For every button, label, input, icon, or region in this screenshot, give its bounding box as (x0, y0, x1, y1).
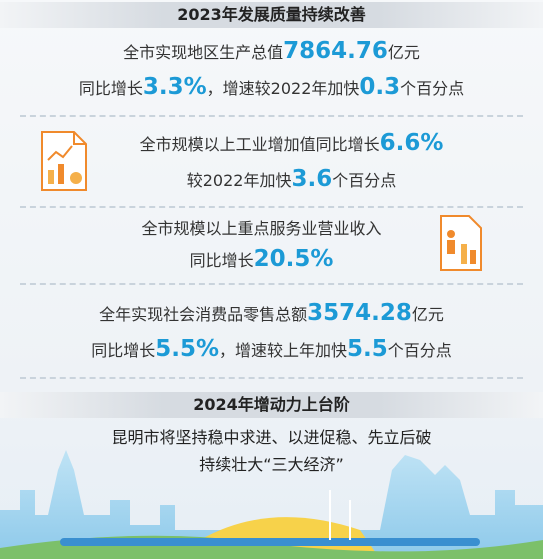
figure: 5.5% (155, 336, 220, 362)
figure: 7864.76 (283, 38, 388, 64)
text-segment: 亿元 (387, 43, 420, 62)
text-line: 较2022年加快3.6个百分点 (20, 164, 543, 196)
figure: 20.5% (253, 246, 334, 272)
service-icon (440, 215, 482, 271)
divider (20, 115, 523, 117)
divider (20, 206, 523, 208)
figure: 3.6 (291, 166, 333, 192)
text-line: 全市规模以上工业增加值同比增长6.6% (20, 128, 543, 160)
figure: 5.5 (347, 336, 388, 362)
text-segment: 全市规模以上工业增加值同比增长 (139, 135, 380, 154)
figure: 0.3 (359, 74, 401, 100)
text-segment: ，增速较上年加快 (219, 341, 348, 360)
header-title: 2023年发展质量持续改善 (0, 2, 543, 28)
text-segment: 同比增长 (189, 251, 254, 270)
industry-icon (41, 131, 87, 191)
text-line: 全年实现社会消费品零售总额3574.28亿元 (0, 298, 543, 330)
divider (20, 377, 523, 379)
text-segment: 较2022年加快 (186, 171, 292, 190)
text-segment: ，增速较2022年加快 (206, 79, 360, 98)
skyline (0, 450, 543, 559)
outlook-line: 持续壮大“三大经济” (199, 455, 344, 474)
text-segment: 个百分点 (400, 79, 465, 98)
text-segment: 全市规模以上重点服务业营业收入 (141, 219, 382, 238)
text-segment: 同比增长 (91, 341, 156, 360)
divider (20, 283, 523, 285)
text-segment: 全市实现地区生产总值 (123, 43, 284, 62)
text-segment: 同比增长 (78, 79, 143, 98)
text-line: 同比增长5.5%，增速较上年加快5.5个百分点 (0, 334, 543, 366)
outlook-title: 2024年增动力上台阶 (0, 392, 543, 418)
text-line: 同比增长3.3%，增速较2022年加快0.3个百分点 (0, 72, 543, 104)
text-segment: 个百分点 (387, 341, 452, 360)
text-segment: 全年实现社会消费品零售总额 (99, 305, 308, 324)
text-segment: 个百分点 (332, 171, 397, 190)
figure: 6.6% (379, 130, 444, 156)
text-segment: 亿元 (411, 305, 444, 324)
outlook-line: 昆明市将坚持稳中求进、以进促稳、先立后破 (111, 428, 432, 447)
figure: 3574.28 (307, 300, 412, 326)
text-line: 同比增长20.5% (0, 244, 533, 276)
text-line: 全市实现地区生产总值7864.76亿元 (0, 36, 543, 68)
figure: 3.3% (142, 74, 207, 100)
text-line: 全市规模以上重点服务业营业收入 (0, 214, 533, 244)
